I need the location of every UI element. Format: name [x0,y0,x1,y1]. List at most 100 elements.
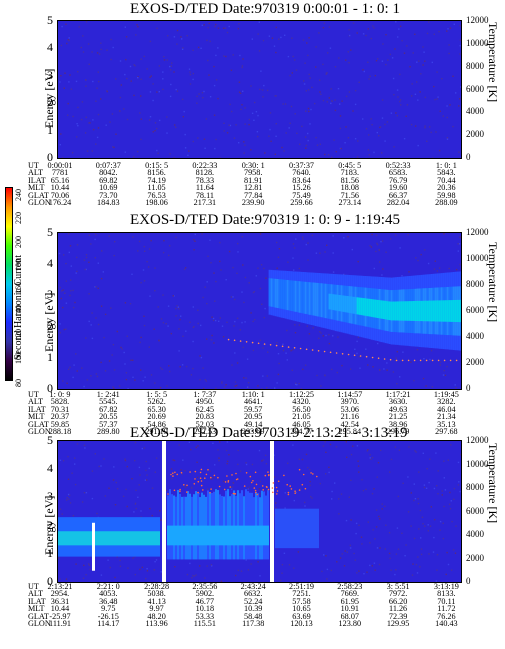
noise-pixel [68,39,70,42]
noise-pixel [138,240,141,243]
noise-pixel [436,554,439,556]
table-cell: 57.58 [292,596,311,606]
band-core-column [374,299,377,318]
noise-pixel [320,93,322,95]
noise-pixel [261,89,264,91]
noise-pixel [345,519,348,522]
noise-pixel [145,577,147,580]
noise-pixel [133,511,135,513]
noise-pixel [259,287,262,290]
noise-pixel [193,239,195,241]
noise-pixel [212,317,215,320]
table-cell: 75.49 [292,190,311,200]
temperature-point [210,476,212,479]
noise-pixel [266,89,269,92]
noise-pixel [116,488,119,490]
noise-pixel [414,33,416,35]
band-core-column [394,301,397,321]
noise-pixel [83,259,86,261]
noise-pixel [139,474,141,476]
noise-pixel [384,123,386,126]
noise-pixel [348,62,350,64]
noise-pixel [377,58,379,60]
band-core-column [434,300,437,322]
noise-pixel [295,238,297,240]
temperature-point [276,493,278,495]
noise-pixel [239,470,242,472]
band-core-column [388,301,391,321]
noise-pixel [150,75,152,77]
noise-pixel [362,69,364,71]
noise-pixel [439,361,442,363]
band-column [310,282,313,316]
table-cell: 117.38 [242,619,265,628]
band-core-column [68,531,70,546]
noise-pixel [181,38,183,40]
noise-pixel [417,144,419,147]
noise-pixel [172,295,174,297]
noise-pixel [251,463,254,466]
noise-pixel [90,243,92,245]
noise-pixel [206,338,208,340]
noise-pixel [175,88,177,91]
noise-pixel [175,315,177,317]
noise-pixel [305,453,308,456]
table-cell: 0:07:37 [95,161,121,170]
table-cell: 21.34 [437,412,456,422]
noise-pixel [352,110,354,112]
noise-pixel [114,576,116,579]
y-tick-label: 0 [47,574,53,588]
noise-pixel [328,26,331,28]
table-cell: 1: 5: 5 [146,390,168,399]
table-cell: 36.48 [99,596,118,606]
table-cell: 288.18 [48,427,72,436]
noise-pixel [422,523,424,525]
noise-pixel [221,381,223,383]
noise-pixel [401,532,403,534]
noise-pixel [294,332,297,334]
band-core-column [432,300,435,322]
noise-pixel [446,365,448,368]
noise-pixel [204,286,206,288]
noise-pixel [158,339,160,342]
noise-pixel [248,123,250,126]
temperature-point [255,483,258,486]
temperature-point [227,480,230,482]
noise-pixel [455,387,457,389]
noise-pixel [65,23,67,25]
noise-pixel [212,442,214,444]
table-row: MLT 10.44 9.75 9.97 10.18 10.39 10.65 10.91 11.2… [0,604,505,613]
noise-pixel [148,467,150,470]
noise-pixel [461,538,462,539]
noise-pixel [114,241,116,243]
band-core-column [336,294,339,311]
noise-pixel [444,374,447,376]
band-core-column [112,531,114,546]
band-core-column [209,525,211,546]
noise-pixel [357,465,360,467]
noise-pixel [286,329,288,332]
noise-pixel [154,290,156,292]
noise-pixel [332,235,334,237]
table-cell: 0:52:33 [385,161,411,170]
noise-pixel [283,552,286,554]
noise-pixel [237,569,239,572]
noise-pixel [151,487,154,489]
band-column [297,508,299,549]
noise-pixel [449,491,451,494]
temperature-point [311,349,314,351]
temperature-point [261,485,264,487]
band-core-column [386,301,389,320]
band-core-column [106,531,108,546]
band-core-column [366,298,369,317]
band-column [245,489,247,560]
noise-pixel [358,524,360,526]
noise-pixel [66,382,68,384]
noise-pixel [268,135,270,137]
noise-pixel [381,60,384,62]
noise-pixel [66,497,68,499]
noise-pixel [349,368,352,370]
noise-pixel [377,342,379,345]
band-column [225,490,227,560]
noise-pixel [252,349,255,352]
